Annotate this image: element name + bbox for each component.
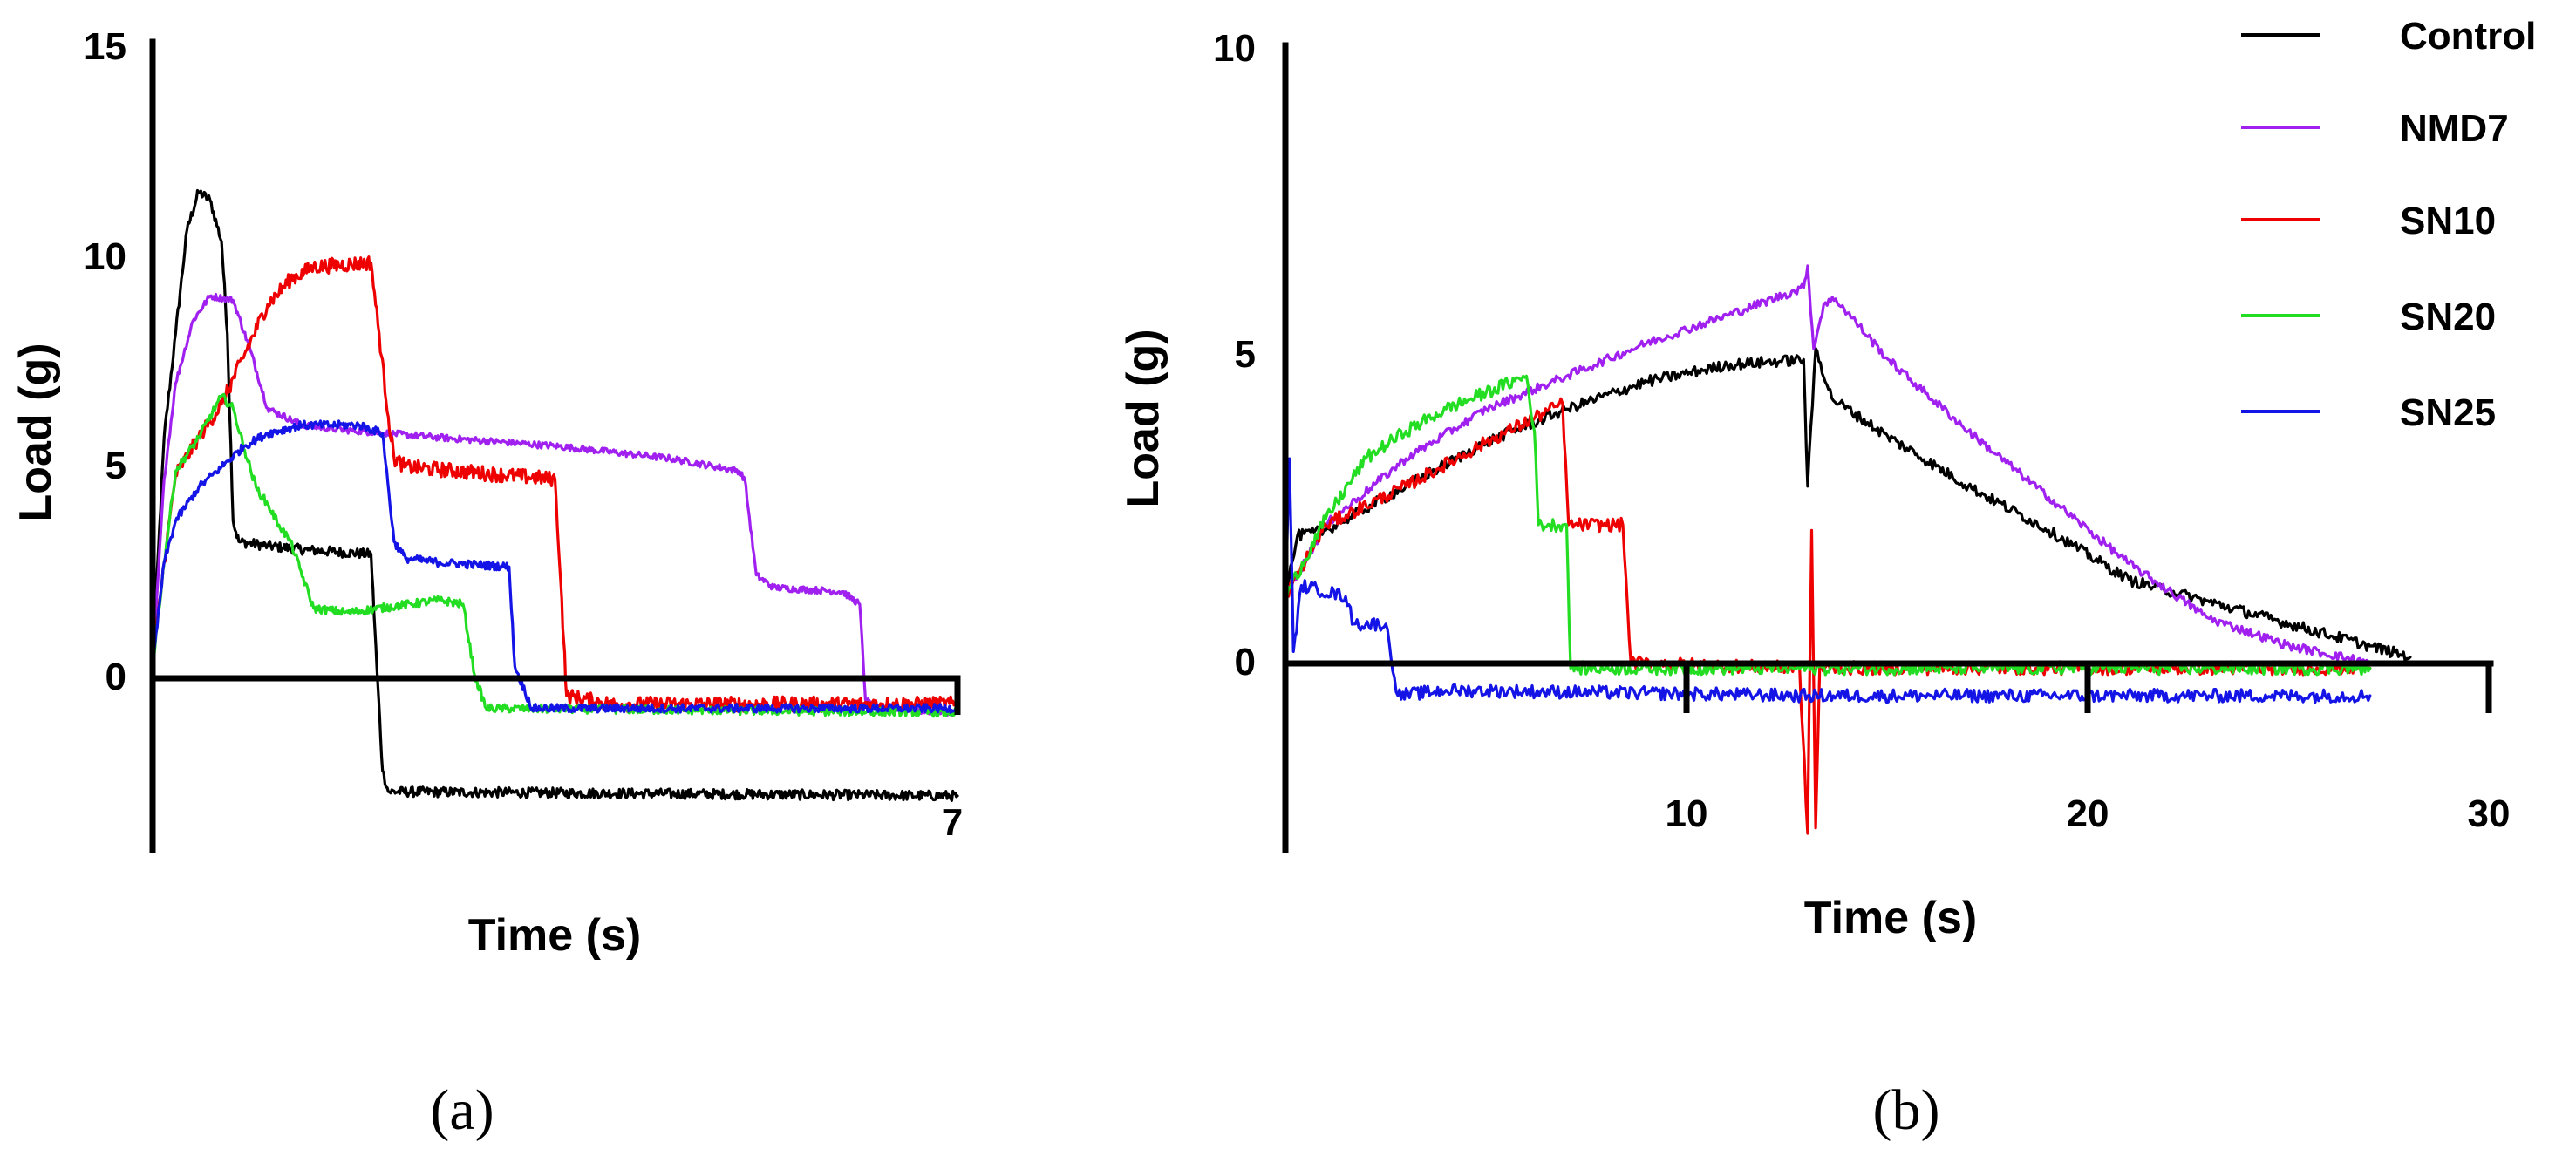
y-axis-title-b: Load (g)	[1118, 329, 1169, 507]
y-tick-label-15: 15	[84, 25, 126, 68]
y-tick-label-0: 0	[106, 656, 126, 698]
series-line-sn20-a	[151, 392, 959, 718]
series-line-sn20-b	[1284, 374, 2372, 677]
series-line-control-a	[151, 188, 959, 802]
y-tick-label-5: 5	[106, 445, 126, 487]
legend-label-nmd7: NMD7	[2400, 107, 2509, 150]
y-tick-label-0: 0	[1235, 641, 1256, 683]
series-line-nmd7-a	[151, 292, 959, 717]
x-tick-label-7: 7	[942, 801, 963, 844]
x-axis-title-b: Time (s)	[1804, 893, 1977, 943]
y-axis-title-a: Load (g)	[10, 343, 61, 521]
series-line-sn25-a	[151, 419, 959, 714]
y-tick-label-5: 5	[1235, 333, 1256, 376]
legend-label-sn10: SN10	[2400, 200, 2496, 242]
x-tick-label-20: 20	[2067, 792, 2109, 835]
x-tick-label-10: 10	[1666, 792, 1708, 835]
plot-area-a	[151, 188, 959, 802]
plot-area-b	[1284, 264, 2412, 835]
series-line-nmd7-b	[1284, 264, 2372, 665]
legend-label-sn25: SN25	[2400, 391, 2496, 434]
legend: Control NMD7 SN10 SN20 SN25	[2241, 15, 2536, 434]
chart-panel-a: 15 10 5 0 7 Time (s) Load (g) (a)	[10, 25, 963, 1142]
panel-label-a: (a)	[430, 1078, 494, 1142]
series-line-sn10-a	[151, 255, 959, 713]
x-axis-title-a: Time (s)	[468, 910, 641, 961]
legend-label-sn20: SN20	[2400, 296, 2496, 338]
series-line-control-b	[1284, 347, 2412, 663]
legend-label-control: Control	[2400, 15, 2536, 58]
y-tick-label-10: 10	[1213, 27, 1256, 70]
chart-panel-b: 10 5 0 10 20 30 Time (s) Load (g) (b) Co…	[1118, 15, 2536, 1142]
x-tick-label-30: 30	[2468, 792, 2511, 835]
panel-label-b: (b)	[1873, 1078, 1940, 1142]
series-line-sn25-b	[1284, 457, 2372, 704]
y-tick-label-10: 10	[84, 235, 126, 278]
